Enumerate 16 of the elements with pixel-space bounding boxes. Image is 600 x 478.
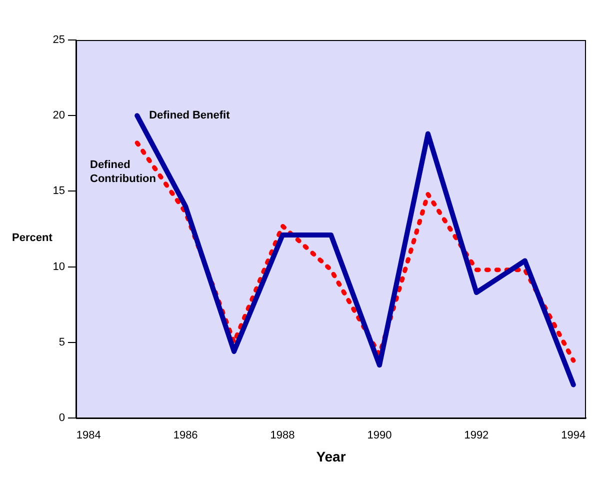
y-tick-label: 10 [52,260,65,273]
x-tick-label: 1994 [561,430,586,442]
y-tick-label: 0 [58,412,65,424]
x-tick-label: 1992 [464,430,489,442]
x-tick-label: 1990 [367,430,392,442]
x-axis-title: Year [316,448,346,464]
y-axis-title: Percent [12,232,53,244]
x-tick-label: 1986 [173,430,198,442]
y-tick-label: 5 [58,336,65,348]
y-tick-label: 25 [52,34,65,46]
y-tick-label: 15 [52,185,65,198]
series-label: Defined Benefit [149,110,230,122]
x-tick-label: 1984 [76,430,101,442]
x-tick-label: 1988 [270,430,295,442]
y-tick-label: 20 [52,110,65,122]
series-label: Defined Contribution [90,158,156,185]
